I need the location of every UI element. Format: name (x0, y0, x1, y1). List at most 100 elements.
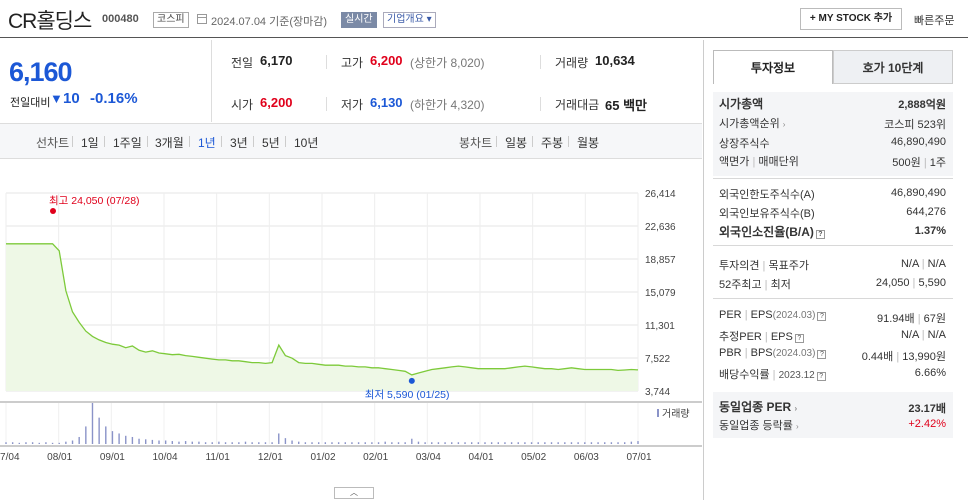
divider (713, 298, 953, 299)
date-note: 2024.07.04 기준(장마감) (211, 16, 328, 28)
market-cap-value: 2,888억원 (898, 99, 946, 111)
per-eps-value: 91.94배 | 67원 (877, 313, 946, 325)
week52-label: 52주최고 | 최저 (719, 279, 791, 291)
divider (72, 136, 73, 147)
tab-invest-info[interactable]: 투자정보 (713, 50, 833, 84)
foreign-hold-label: 외국인보유주식수(B) (719, 208, 815, 220)
est-per-eps-value: N/A | N/A (900, 329, 946, 341)
company-info-button[interactable]: 기업개요 ▾ (383, 12, 436, 28)
high-value: 6,200 (370, 53, 403, 68)
divider (326, 97, 327, 111)
help-icon[interactable]: ? (794, 334, 804, 343)
x-tick-label: 10/04 (152, 452, 177, 463)
par-unit-value: 500원 | 1주 (892, 157, 946, 169)
divider (147, 136, 148, 147)
tab-weekly[interactable]: 주봉 (541, 136, 564, 150)
help-icon[interactable]: ? (817, 312, 827, 321)
y-tick-label: 3,744 (645, 387, 670, 398)
tab-daily[interactable]: 일봉 (505, 136, 528, 150)
max-annotation: 최고 24,050 (07/28) (49, 195, 140, 207)
tab-1y[interactable]: 1년 (198, 136, 216, 150)
change-value: 10 (63, 90, 80, 107)
y-tick-label: 26,414 (645, 189, 676, 200)
company-name: CR홀딩스 (8, 10, 92, 33)
market-cap-rank-value: 코스피 523위 (884, 119, 946, 131)
volume-legend-swatch (657, 409, 659, 417)
high-label: 고가 (341, 56, 364, 70)
divider (540, 97, 541, 111)
prev-close-label: 전일 (231, 56, 254, 70)
change-label: 전일대비 (10, 97, 51, 109)
price-summary (0, 40, 212, 122)
calendar-icon (197, 14, 207, 24)
x-tick-label: 02/01 (363, 452, 388, 463)
collapse-chart-button[interactable]: ︿ (334, 487, 374, 499)
chevron-right-icon: › (795, 422, 799, 431)
shares-label: 상장주식수 (719, 138, 770, 150)
y-tick-label: 11,301 (645, 321, 675, 332)
foreign-ratio-value: 1.37% (914, 225, 946, 237)
min-point-marker (408, 377, 415, 384)
tab-orderbook[interactable]: 호가 10단계 (833, 50, 953, 84)
market-cap-rank-label[interactable]: 시가총액순위 › (719, 118, 786, 130)
tab-3m[interactable]: 3개월 (155, 136, 184, 150)
stock-code: 000480 (102, 13, 139, 25)
tab-3y[interactable]: 3년 (230, 136, 248, 150)
tab-1w[interactable]: 1주일 (113, 136, 142, 150)
current-price: 6,160 (9, 57, 73, 87)
help-icon[interactable]: ? (817, 350, 827, 359)
divider (285, 136, 286, 147)
dividend-label: 배당수익률 | 2023.12? (719, 366, 826, 382)
opinion-target-value: N/A | N/A (900, 258, 946, 270)
tab-10y[interactable]: 10년 (294, 136, 319, 150)
market-badge: 코스피 (153, 12, 189, 28)
open-value: 6,200 (260, 95, 293, 110)
x-tick-label: 07/01 (626, 452, 651, 463)
amount-label: 거래대금 (555, 98, 600, 112)
market-cap-box (713, 92, 953, 176)
x-tick-label: 06/03 (574, 452, 599, 463)
y-tick-label: 7,522 (645, 354, 670, 365)
x-tick-label: 12/01 (258, 452, 283, 463)
divider (221, 136, 222, 147)
help-icon[interactable]: ? (816, 372, 826, 381)
chevron-right-icon: › (782, 120, 786, 129)
dividend-value: 6.66% (914, 367, 946, 379)
industry-per-label[interactable]: 동일업종 PER › (719, 400, 798, 414)
max-point-marker (50, 208, 56, 214)
my-stock-add-button[interactable]: + MY STOCK 추가 (800, 8, 902, 30)
candle-chart-label: 봉차트 (459, 136, 493, 150)
industry-rate-label[interactable]: 동일업종 등락률 › (719, 420, 799, 432)
x-tick-label: 04/01 (468, 452, 493, 463)
tab-1d[interactable]: 1일 (81, 136, 99, 150)
foreign-limit-label: 외국인한도주식수(A) (719, 189, 815, 201)
foreign-ratio-label: 외국인소진율(B/A)? (719, 223, 825, 240)
down-arrow-icon: ▼ (50, 91, 63, 106)
period-tab-bar (0, 123, 702, 159)
help-icon[interactable]: ? (815, 230, 825, 239)
divider (568, 136, 569, 147)
volume-label: 거래량 (555, 56, 589, 70)
x-tick-label: 09/01 (100, 452, 125, 463)
x-tick-label: 08/01 (47, 452, 72, 463)
tab-5y[interactable]: 5년 (262, 136, 280, 150)
low-value: 6,130 (370, 95, 403, 110)
pbr-bps-label: PBR | BPS(2024.03)? (719, 347, 827, 359)
industry-rate-value: +2.42% (908, 418, 946, 430)
opinion-target-label: 투자의견 | 목표주가 (719, 260, 809, 272)
upper-limit: (상한가 8,020) (410, 56, 485, 70)
x-tick-label: 01/02 (310, 452, 335, 463)
low-label: 저가 (341, 98, 364, 112)
price-chart[interactable]: 26,414 22,636 18,857 15,079 11,301 7,522 3,744… (0, 160, 702, 500)
y-tick-label: 18,857 (645, 255, 676, 266)
tab-monthly[interactable]: 월봉 (577, 136, 600, 150)
y-tick-label: 15,079 (645, 288, 676, 299)
divider (189, 136, 190, 147)
quick-order-button[interactable]: 빠른주문 (914, 15, 955, 27)
realtime-badge[interactable]: 실시간 (341, 12, 377, 28)
par-unit-label: 액면가 | 매매단위 (719, 156, 799, 168)
per-eps-label: PER | EPS(2024.03)? (719, 309, 827, 321)
open-label: 시가 (231, 98, 254, 112)
industry-box (713, 392, 953, 438)
pbr-bps-value: 0.44배 | 13,990원 (861, 351, 946, 363)
